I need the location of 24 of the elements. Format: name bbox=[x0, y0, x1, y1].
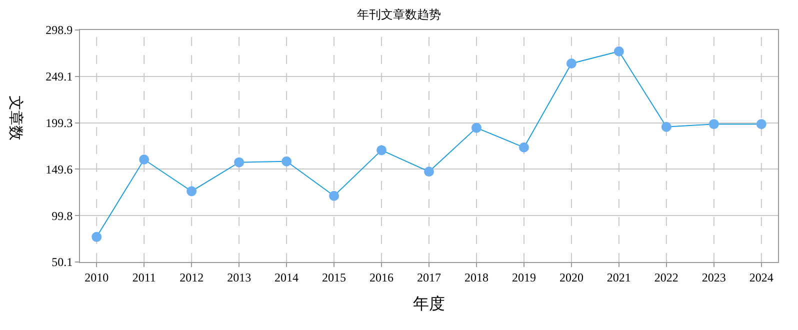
x-tick-label: 2018 bbox=[464, 270, 488, 284]
x-tick-label: 2019 bbox=[512, 270, 536, 284]
y-axis-title: 文章数 bbox=[6, 95, 24, 140]
y-tick-label: 50.1 bbox=[52, 255, 73, 270]
x-tick-label: 2022 bbox=[654, 270, 678, 284]
y-tick-label: 249.1 bbox=[46, 70, 73, 84]
x-tick-label: 2012 bbox=[180, 270, 204, 284]
x-tick-label: 2023 bbox=[702, 270, 726, 284]
x-tick-label: 2016 bbox=[370, 270, 394, 284]
y-tick-label: 99.8 bbox=[52, 208, 73, 223]
x-tick-label: 2020 bbox=[559, 270, 584, 284]
x-tick-label: 2010 bbox=[84, 270, 109, 284]
x-tick-label: 2021 bbox=[606, 270, 631, 284]
y-tick-label: 199.3 bbox=[46, 116, 73, 130]
x-tick-label: 2024 bbox=[749, 270, 774, 284]
x-tick-label: 2014 bbox=[274, 270, 299, 284]
x-tick-label: 2017 bbox=[417, 270, 441, 284]
y-tick-label: 298.9 bbox=[46, 23, 73, 38]
chart-title: 年刊文章数趋势 bbox=[357, 7, 441, 22]
x-axis-title: 年度 bbox=[413, 295, 445, 314]
x-tick-label: 2013 bbox=[227, 270, 252, 284]
x-tick-label: 2011 bbox=[132, 270, 156, 284]
y-tick-label: 149.6 bbox=[46, 162, 73, 176]
x-tick-label: 2015 bbox=[322, 270, 346, 284]
